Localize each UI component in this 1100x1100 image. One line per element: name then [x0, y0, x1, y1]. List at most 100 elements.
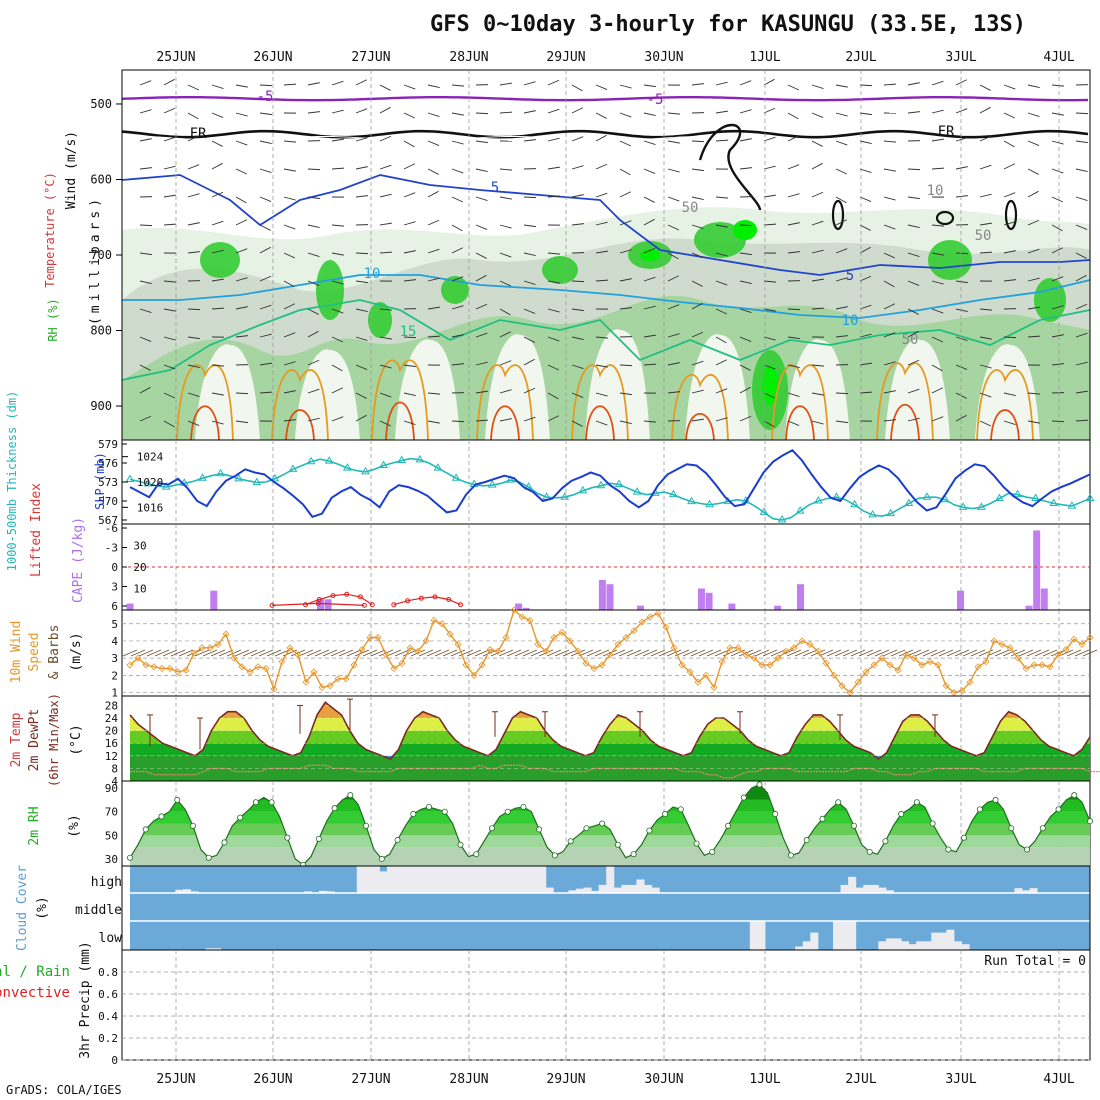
thickness-marker [125, 474, 135, 482]
upper-wind-barb [259, 168, 272, 174]
upper-wind-barb [715, 417, 728, 422]
upper-wind-barb [379, 164, 392, 170]
wind-speed-marker [710, 683, 718, 691]
chart-title: GFS 0~10day 3-hourly for KASUNGU (33.5E,… [430, 12, 1027, 37]
upper-wind-barb [691, 418, 704, 422]
surface-wind-barb [418, 649, 434, 657]
wind-speed-marker [134, 654, 142, 662]
contour-label: 15 [400, 324, 417, 340]
upper-wind-barb [451, 168, 464, 174]
surface-wind-barb [442, 649, 458, 657]
wind-speed-marker [270, 685, 278, 693]
temperature-contour-25 [990, 409, 1020, 441]
upper-wind-barb [427, 420, 440, 424]
surface-wind-barb [1034, 649, 1050, 657]
wind-speed-marker [142, 661, 150, 669]
temperature-tick-label: 28 [105, 699, 118, 712]
wind-speed-marker [494, 647, 502, 655]
cloud-bar-low [213, 948, 222, 950]
upper-wind-barb [979, 222, 992, 226]
upper-wind-barb [355, 414, 367, 422]
wind-speed-marker [934, 661, 942, 669]
contour-label: 10 [927, 183, 944, 199]
wind-speed-marker [166, 664, 174, 673]
wind-speed-marker [622, 633, 630, 642]
upper-wind-barb [211, 162, 223, 170]
lifted-index-marker [357, 594, 363, 600]
upper-wind-barb [595, 279, 609, 282]
cloud-bar-high [628, 884, 637, 893]
upper-wind-barb [1051, 334, 1064, 338]
upper-wind-barb [883, 303, 895, 310]
surface-wind-barb [458, 649, 474, 657]
rh-tick-label: 70 [105, 806, 118, 819]
thickness-marker [361, 466, 370, 475]
surface-wind-barb [930, 649, 946, 657]
surface-wind-barb [578, 649, 594, 657]
surface-wind-barb [466, 649, 482, 657]
surface-wind-barb [562, 649, 578, 657]
upper-wind-barb [211, 278, 224, 282]
date-label-bottom-1JUL: 1JUL [749, 1072, 780, 1087]
upper-wind-barb [667, 140, 680, 144]
upper-wind-barb [331, 252, 344, 256]
temperature-contour-20 [571, 364, 629, 441]
surface-wind-barb [858, 649, 874, 657]
surface-wind-barb [242, 649, 258, 657]
surface-wind-barb [218, 649, 234, 657]
upper-wind-barb [883, 196, 896, 201]
cloud-bar-high [1021, 890, 1031, 893]
upper-wind-barb [307, 388, 320, 394]
cloud-bar-high [1029, 888, 1038, 893]
rh-saturated-core [640, 249, 660, 261]
upper-wind-barb [835, 277, 848, 282]
upper-wind-barb [571, 136, 584, 142]
upper-wind-barb [163, 136, 176, 142]
wind-speed-marker [782, 647, 790, 655]
upper-wind-barb [835, 168, 848, 175]
upper-wind-barb [331, 280, 344, 285]
rh-marker [363, 822, 370, 829]
rh-marker [567, 838, 574, 845]
cloud-row-label-low: low [99, 931, 123, 946]
upper-wind-barb [1075, 168, 1088, 173]
surface-wind-barb [626, 649, 642, 657]
upper-wind-barb [427, 277, 440, 282]
upper-wind-barb [1003, 140, 1015, 148]
cape-bar [956, 590, 964, 610]
rh-marker [441, 808, 448, 815]
upper-wind-barb [1027, 335, 1041, 338]
upper-wind-barb [619, 220, 632, 226]
rh-marker [473, 851, 480, 858]
upper-wind-barb [835, 420, 848, 424]
surface-wind-barb [946, 649, 962, 657]
upper-wind-barb [451, 112, 464, 116]
surface-wind-barb [394, 649, 410, 657]
upper-wind-barb [715, 196, 728, 199]
thickness-marker [451, 473, 461, 481]
upper-wind-barb [547, 108, 560, 114]
upper-wind-barb [379, 420, 392, 427]
wind-speed-marker [254, 663, 262, 671]
thickness-marker [234, 473, 244, 482]
cloud-bar-high [409, 866, 418, 893]
upper-wind-barb [259, 196, 272, 202]
upper-wind-barb [811, 162, 823, 170]
temperature-contour-25 [785, 405, 815, 441]
upper-wind-barb [475, 390, 488, 394]
temperature-axis-label: Temperature (°C) [43, 172, 57, 288]
upper-wind-barb [1075, 274, 1087, 282]
upper-wind-barb [787, 251, 800, 254]
upper-air-tick-label: 700 [90, 248, 112, 262]
wind-axis-label-c: & Barbs [47, 625, 62, 680]
upper-wind-barb [331, 364, 343, 372]
upper-wind-barb [931, 387, 943, 394]
surface-wind-barb [234, 649, 250, 657]
surface-wind-barb [122, 649, 138, 657]
surface-wind-barb [1002, 649, 1018, 657]
upper-wind-barb [787, 112, 799, 120]
thickness-marker [560, 492, 570, 500]
wind-speed-marker [726, 644, 734, 652]
upper-wind-barb [547, 392, 559, 400]
cloud-bar-low [931, 932, 940, 950]
